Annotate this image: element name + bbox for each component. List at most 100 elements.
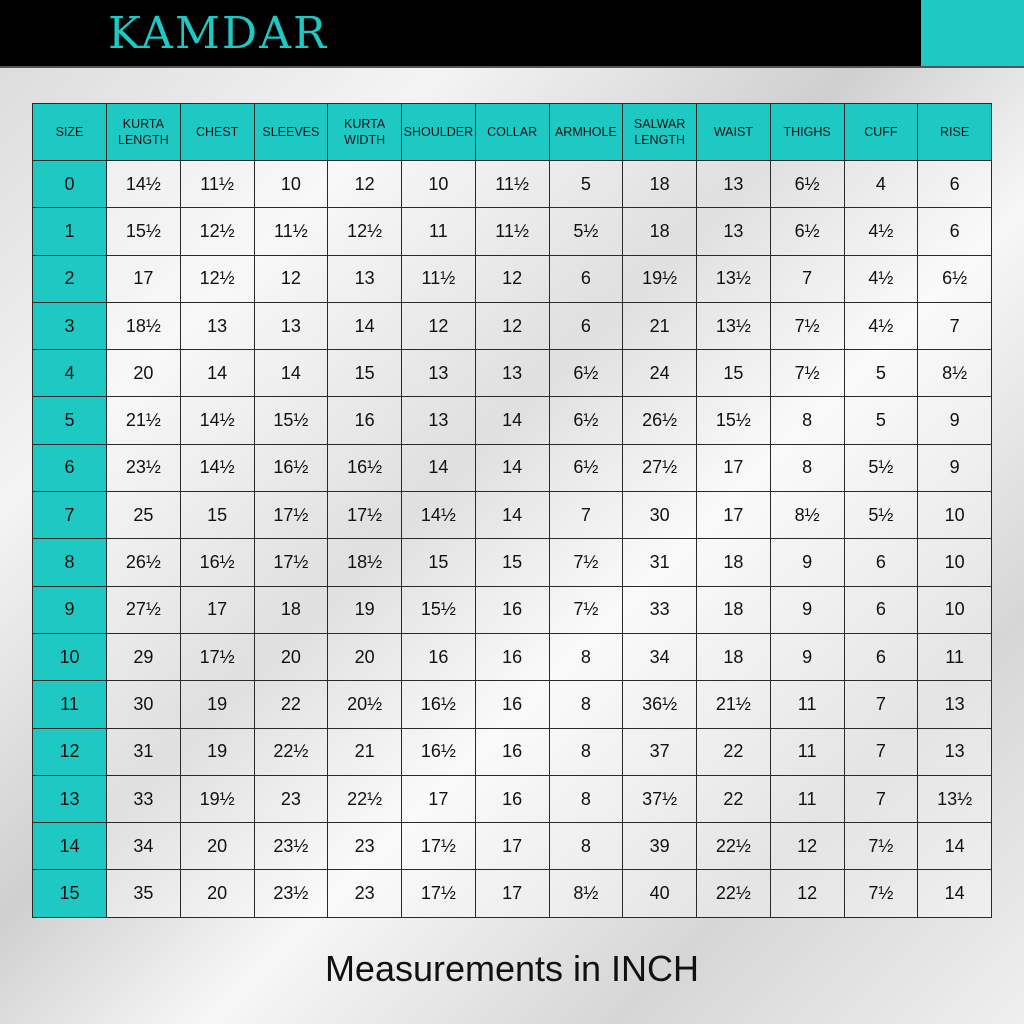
measurement-cell: 14 <box>253 349 329 398</box>
measurement-cell: 6½ <box>769 207 845 256</box>
column-header: THIGHS <box>769 103 845 161</box>
measurement-cell: 16½ <box>253 443 329 493</box>
table-row: 0 14½ 11½ 10 12 10 11½ 5 18 13 6½ 4 6 <box>32 159 992 209</box>
measurement-cell: 19½ <box>179 774 255 824</box>
measurement-cell: 18 <box>696 585 771 634</box>
measurement-cell: 6 <box>917 207 992 256</box>
measurement-cell: 10 <box>917 491 992 540</box>
size-cell: 5 <box>32 396 107 445</box>
measurement-cell: 23½ <box>253 869 329 918</box>
measurement-cell: 10 <box>253 159 329 209</box>
measurement-cell: 5½ <box>548 207 624 256</box>
measurement-cell: 16 <box>474 585 550 634</box>
measurement-cell: 20 <box>179 822 255 871</box>
measurement-cell: 18½ <box>106 301 181 351</box>
size-cell: 10 <box>32 632 107 682</box>
measurement-cell: 7½ <box>769 349 845 398</box>
measurement-cell: 14 <box>179 349 255 398</box>
measurement-cell: 20 <box>106 349 181 398</box>
measurement-cell: 23½ <box>106 443 181 493</box>
measurement-cell: 15 <box>401 538 476 587</box>
column-header: CUFF <box>843 103 919 161</box>
measurement-cell: 29 <box>106 632 181 682</box>
column-header: CHEST <box>179 103 255 161</box>
measurement-cell: 5 <box>843 396 919 445</box>
measurement-cell: 16 <box>474 727 550 776</box>
measurement-cell: 7 <box>917 301 992 351</box>
measurement-cell: 14 <box>474 443 550 493</box>
measurement-cell: 6 <box>917 159 992 209</box>
measurement-cell: 15 <box>474 538 550 587</box>
size-cell: 12 <box>32 727 107 776</box>
measurement-cell: 8 <box>769 443 845 493</box>
measurement-cell: 21½ <box>106 396 181 445</box>
measurement-cell: 8 <box>548 680 624 729</box>
measurement-cell: 27½ <box>106 585 181 634</box>
measurement-cell: 23 <box>327 822 402 871</box>
measurement-cell: 8 <box>548 774 624 824</box>
measurement-cell: 8 <box>548 822 624 871</box>
measurement-cell: 12½ <box>179 254 255 303</box>
measurement-cell: 8½ <box>917 349 992 398</box>
size-cell: 7 <box>32 491 107 540</box>
column-header: KURTA LENGTH <box>106 103 181 161</box>
units-caption: Measurements in INCH <box>324 948 700 989</box>
measurement-cell: 11½ <box>179 159 255 209</box>
measurement-cell: 33 <box>622 585 697 634</box>
measurement-cell: 14 <box>474 396 550 445</box>
measurement-cell: 5 <box>843 349 919 398</box>
table-row: 4 20 14 14 15 13 13 6½ 24 15 7½ 5 8½ <box>32 349 992 398</box>
measurement-cell: 12½ <box>179 207 255 256</box>
measurement-cell: 16½ <box>327 443 402 493</box>
measurement-cell: 11 <box>401 207 476 256</box>
column-header: SHOULDER <box>401 103 476 161</box>
measurement-cell: 13 <box>327 254 402 303</box>
measurement-cell: 26½ <box>106 538 181 587</box>
measurement-cell: 6½ <box>548 349 624 398</box>
column-header: WAIST <box>696 103 771 161</box>
measurement-cell: 7 <box>843 727 919 776</box>
measurement-cell: 6½ <box>917 254 992 303</box>
measurement-cell: 8 <box>769 396 845 445</box>
size-cell: 15 <box>32 869 107 918</box>
size-cell: 11 <box>32 680 107 729</box>
measurement-cell: 6 <box>843 538 919 587</box>
measurement-cell: 15½ <box>696 396 771 445</box>
measurement-cell: 13 <box>401 396 476 445</box>
measurement-cell: 19 <box>179 727 255 776</box>
measurement-cell: 31 <box>622 538 697 587</box>
measurement-cell: 12 <box>401 301 476 351</box>
table-row: 9 27½ 17 18 19 15½ 16 7½ 33 18 9 6 10 <box>32 585 992 634</box>
measurement-cell: 10 <box>401 159 476 209</box>
measurement-cell: 15½ <box>106 207 181 256</box>
measurement-cell: 26½ <box>622 396 697 445</box>
measurement-cell: 8 <box>548 632 624 682</box>
measurement-cell: 21 <box>327 727 402 776</box>
measurement-cell: 14½ <box>401 491 476 540</box>
table-row: 13 33 19½ 23 22½ 17 16 8 37½ 22 11 7 13½ <box>32 774 992 824</box>
header-bar: KAMDAR <box>0 0 1024 68</box>
measurement-cell: 25 <box>106 491 181 540</box>
table-row: 12 31 19 22½ 21 16½ 16 8 37 22 11 7 13 <box>32 727 992 776</box>
measurement-cell: 6 <box>843 632 919 682</box>
measurement-cell: 33 <box>106 774 181 824</box>
measurement-cell: 7 <box>843 774 919 824</box>
measurement-cell: 18 <box>622 159 697 209</box>
measurement-cell: 13 <box>179 301 255 351</box>
measurement-cell: 6 <box>843 585 919 634</box>
measurement-cell: 5½ <box>843 443 919 493</box>
measurement-cell: 15 <box>327 349 402 398</box>
table-row: 8 26½ 16½ 17½ 18½ 15 15 7½ 31 18 9 6 10 <box>32 538 992 587</box>
measurement-cell: 8½ <box>769 491 845 540</box>
size-cell: 0 <box>32 159 107 209</box>
measurement-cell: 17½ <box>401 869 476 918</box>
measurement-cell: 7 <box>843 680 919 729</box>
measurement-cell: 22 <box>253 680 329 729</box>
measurement-cell: 22½ <box>696 822 771 871</box>
column-header: RISE <box>917 103 992 161</box>
measurement-cell: 16 <box>474 680 550 729</box>
measurement-cell: 7½ <box>548 585 624 634</box>
measurement-cell: 17½ <box>253 538 329 587</box>
measurement-cell: 14 <box>917 822 992 871</box>
measurement-cell: 22½ <box>696 869 771 918</box>
